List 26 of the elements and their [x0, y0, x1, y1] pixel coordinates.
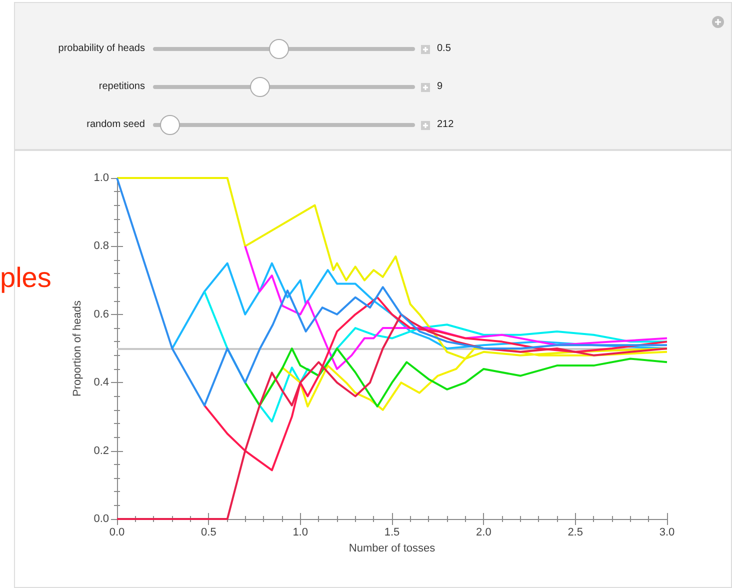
line-series — [203, 296, 668, 472]
y-axis-title: Proportion of heads — [71, 300, 84, 397]
x-tick-label: 1.5 — [384, 526, 400, 538]
x-tick-label: 1.0 — [292, 526, 308, 538]
line-series — [116, 313, 668, 520]
line-series — [244, 245, 668, 370]
x-tick-label: 3.0 — [659, 526, 675, 538]
x-tick-label: 0.0 — [109, 526, 125, 538]
text: random seed — [86, 119, 145, 130]
y-tick-label: 0.4 — [94, 376, 109, 389]
text: ples — [0, 262, 52, 294]
y-tick-label: 0.8 — [94, 240, 109, 252]
text: 0.5 — [437, 43, 451, 54]
x-tick-label: 2.0 — [476, 526, 492, 538]
x-tick-label: 2.5 — [568, 526, 583, 538]
y-tick-label: 0.0 — [94, 513, 109, 525]
y-tick-label: 0.6 — [94, 308, 109, 320]
y-tick-label: 1.0 — [94, 172, 109, 184]
line-series — [116, 177, 668, 406]
text: repetitions — [98, 81, 145, 92]
x-axis-title: Number of tosses — [348, 542, 436, 554]
text: probability of heads — [57, 43, 145, 54]
y-tick-label: 0.2 — [94, 444, 109, 457]
x-tick-label: 0.5 — [201, 526, 216, 538]
text: 9 — [437, 81, 443, 92]
text: 212 — [437, 119, 454, 130]
